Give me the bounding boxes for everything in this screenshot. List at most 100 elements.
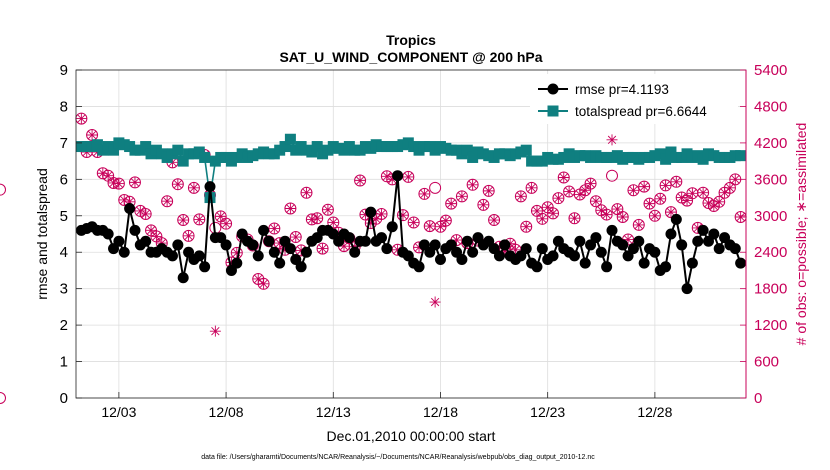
chart-title: Tropics — [386, 32, 436, 48]
obs-assimilated-point — [488, 214, 500, 226]
obs-possible-point — [0, 183, 6, 196]
obs-assimilated-point — [579, 184, 591, 196]
obs-assimilated-point — [354, 175, 366, 187]
y-tick-label: 0 — [60, 390, 68, 407]
y2-tick-label: 1200 — [754, 317, 787, 334]
obs-assimilated-point — [735, 211, 747, 223]
obs-assimilated-point — [172, 178, 184, 190]
rmse-point — [359, 235, 371, 247]
obs-assimilated-point — [552, 192, 564, 204]
rmse-point — [595, 246, 607, 258]
totalspread-point — [177, 155, 189, 167]
obs-assimilated-point — [456, 190, 468, 202]
obs-assimilated-point — [311, 212, 323, 224]
rmse-point — [434, 254, 446, 266]
rmse-point — [456, 254, 468, 266]
obs-assimilated-point — [376, 208, 388, 220]
rmse-point — [708, 228, 720, 240]
totalspread-point — [140, 141, 152, 153]
x-axis-ticks: 12/03 12/08 12/13 12/18 12/23 12/28 — [101, 392, 673, 420]
obs-assimilated-point — [686, 187, 698, 199]
obs-assimilated-point — [220, 218, 232, 230]
obs-assimilated-point — [295, 244, 307, 256]
rmse-series — [75, 170, 747, 295]
obs-assimilated-point — [102, 170, 114, 182]
y2-tick-label: 4200 — [754, 135, 787, 152]
y2-axis-label: # of obs: o=possible; ∗=assimilated — [793, 123, 809, 346]
obs-assimilated-point — [193, 213, 205, 225]
obs-assimilated-point — [483, 185, 495, 197]
obs-assimilated-point — [290, 231, 302, 243]
obs-assimilated-point — [563, 185, 575, 197]
legend: rmse pr=4.1193 totalspread pr=6.6644 — [530, 74, 738, 124]
obs-assimilated-point — [702, 197, 714, 209]
obs-assimilated-point — [520, 221, 532, 233]
totalspread-point — [735, 150, 747, 162]
obs-assimilated-point — [327, 216, 339, 228]
obs-assimilated-point — [601, 209, 613, 221]
y2-tick-label: 3000 — [754, 208, 787, 225]
obs-assimilated-point — [134, 205, 146, 217]
totalspread-point — [199, 151, 211, 163]
rmse-point — [268, 246, 280, 258]
obs-assimilated-point — [493, 241, 505, 253]
rmse-point — [413, 261, 425, 273]
rmse-point — [247, 239, 259, 251]
obs-assimilated-point — [183, 230, 195, 242]
rmse-point — [124, 202, 136, 214]
obs-assimilated-point — [445, 198, 457, 210]
obs-assimilated-point — [574, 189, 586, 201]
obs-assimilated-point — [177, 214, 189, 226]
y-axis-label: rmse and totalspread — [34, 168, 50, 300]
obs-assimilated-point — [97, 167, 109, 179]
obs-assimilated-point — [370, 213, 382, 225]
obs-assimilated-point — [467, 179, 479, 191]
obs-assimilated-point — [306, 213, 318, 225]
obs-assimilated-point — [536, 213, 548, 225]
rmse-point — [429, 239, 441, 251]
rmse-point — [729, 243, 741, 255]
rmse-point — [376, 232, 388, 244]
obs-assimilated-point — [86, 129, 98, 141]
rmse-point — [284, 243, 296, 255]
obs-assimilated-point — [408, 216, 420, 228]
obs-assimilated-point — [670, 176, 682, 188]
obs-assimilated-point — [434, 221, 446, 233]
y-tick-label: 2 — [60, 317, 68, 334]
obs-assimilated-point — [654, 193, 666, 205]
rmse-point — [665, 228, 677, 240]
obs-assimilated-point — [440, 215, 452, 227]
rmse-point — [601, 261, 613, 273]
obs-assimilated-point — [719, 187, 731, 199]
obs-assimilated-point — [542, 201, 554, 213]
y-tick-label: 9 — [60, 62, 68, 79]
obs-assimilated-point — [568, 212, 580, 224]
obs-assimilated-point — [258, 278, 270, 290]
obs-assimilated-point — [392, 244, 404, 256]
y-tick-label: 1 — [60, 354, 68, 371]
y2-tick-label: 600 — [754, 354, 779, 371]
obs-assimilated-point — [75, 113, 87, 125]
obs-assimilated-point — [697, 187, 709, 199]
rmse-point — [735, 257, 747, 269]
obs-assimilated-point — [274, 237, 286, 249]
rmse-point — [660, 261, 672, 273]
obs-assimilated-point — [531, 205, 543, 217]
obs-assimilated-point — [129, 176, 141, 188]
x-tick-label: 12/23 — [530, 404, 565, 420]
rmse-point — [692, 235, 704, 247]
rmse-point — [343, 232, 355, 244]
y-tick-label: 8 — [60, 98, 68, 115]
rmse-point — [579, 257, 591, 269]
rmse-point — [381, 243, 393, 255]
rmse-point — [568, 250, 580, 262]
rmse-point — [295, 261, 307, 273]
y2-tick-label: 0 — [754, 390, 762, 407]
rmse-point — [365, 206, 377, 218]
obs-assimilated-point — [595, 204, 607, 216]
rmse-point — [617, 239, 629, 251]
rmse-point — [681, 283, 693, 295]
rmse-point — [638, 257, 650, 269]
rmse-point — [386, 221, 398, 233]
